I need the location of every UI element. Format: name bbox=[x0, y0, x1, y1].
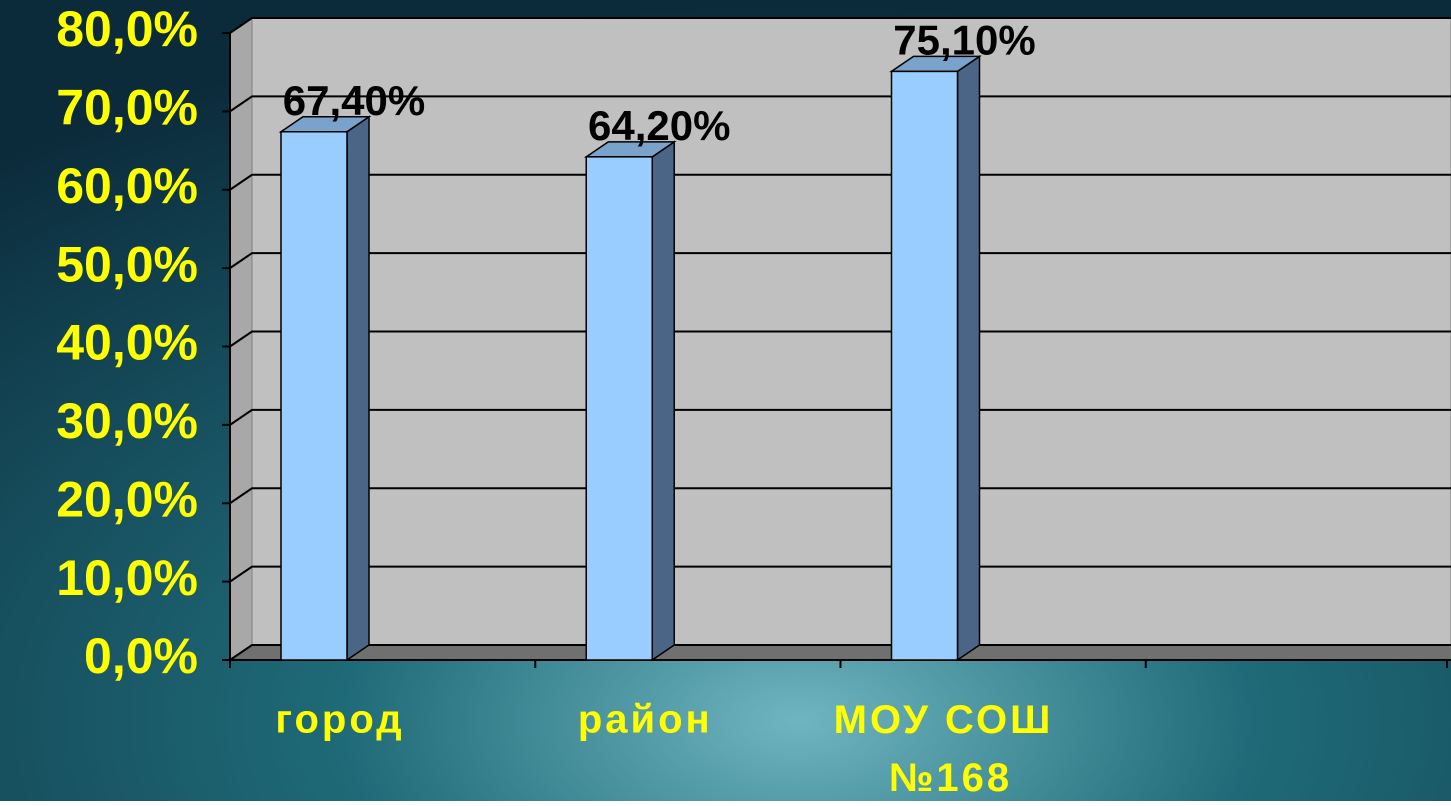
grid-line bbox=[229, 408, 1451, 426]
y-tick-label: 0,0% bbox=[84, 628, 198, 684]
y-tick-label: 40,0% bbox=[56, 315, 198, 371]
grid-line bbox=[229, 330, 1451, 348]
bar bbox=[280, 131, 348, 661]
x-tick-label: город bbox=[275, 698, 404, 742]
y-tick-label: 30,0% bbox=[56, 393, 198, 449]
data-label: 64,20% bbox=[588, 102, 730, 149]
bar bbox=[585, 156, 653, 661]
grid-line bbox=[229, 173, 1451, 191]
y-tick-label: 20,0% bbox=[56, 471, 198, 527]
grid-line bbox=[229, 252, 1451, 269]
grid-line bbox=[229, 17, 1451, 34]
x-tick-label: МОУ СОШ №168 bbox=[834, 698, 1068, 800]
bar-side bbox=[651, 140, 675, 662]
bar bbox=[890, 70, 959, 661]
x-tick-label: район bbox=[578, 698, 713, 742]
y-tick-label: 70,0% bbox=[56, 80, 198, 136]
grid-line bbox=[229, 487, 1451, 505]
data-label: 67,40% bbox=[283, 77, 425, 124]
y-tick-label: 50,0% bbox=[56, 236, 198, 292]
y-tick-label: 80,0% bbox=[56, 1, 198, 57]
grid-line bbox=[229, 565, 1451, 583]
data-label: 75,10% bbox=[893, 16, 1035, 63]
y-tick-label: 10,0% bbox=[56, 550, 198, 606]
grid-line bbox=[229, 644, 1451, 661]
grid-line bbox=[229, 95, 1451, 113]
floor bbox=[230, 645, 1451, 660]
bar-side bbox=[956, 54, 981, 662]
bar-side bbox=[346, 115, 370, 662]
y-tick-label: 60,0% bbox=[56, 158, 198, 214]
